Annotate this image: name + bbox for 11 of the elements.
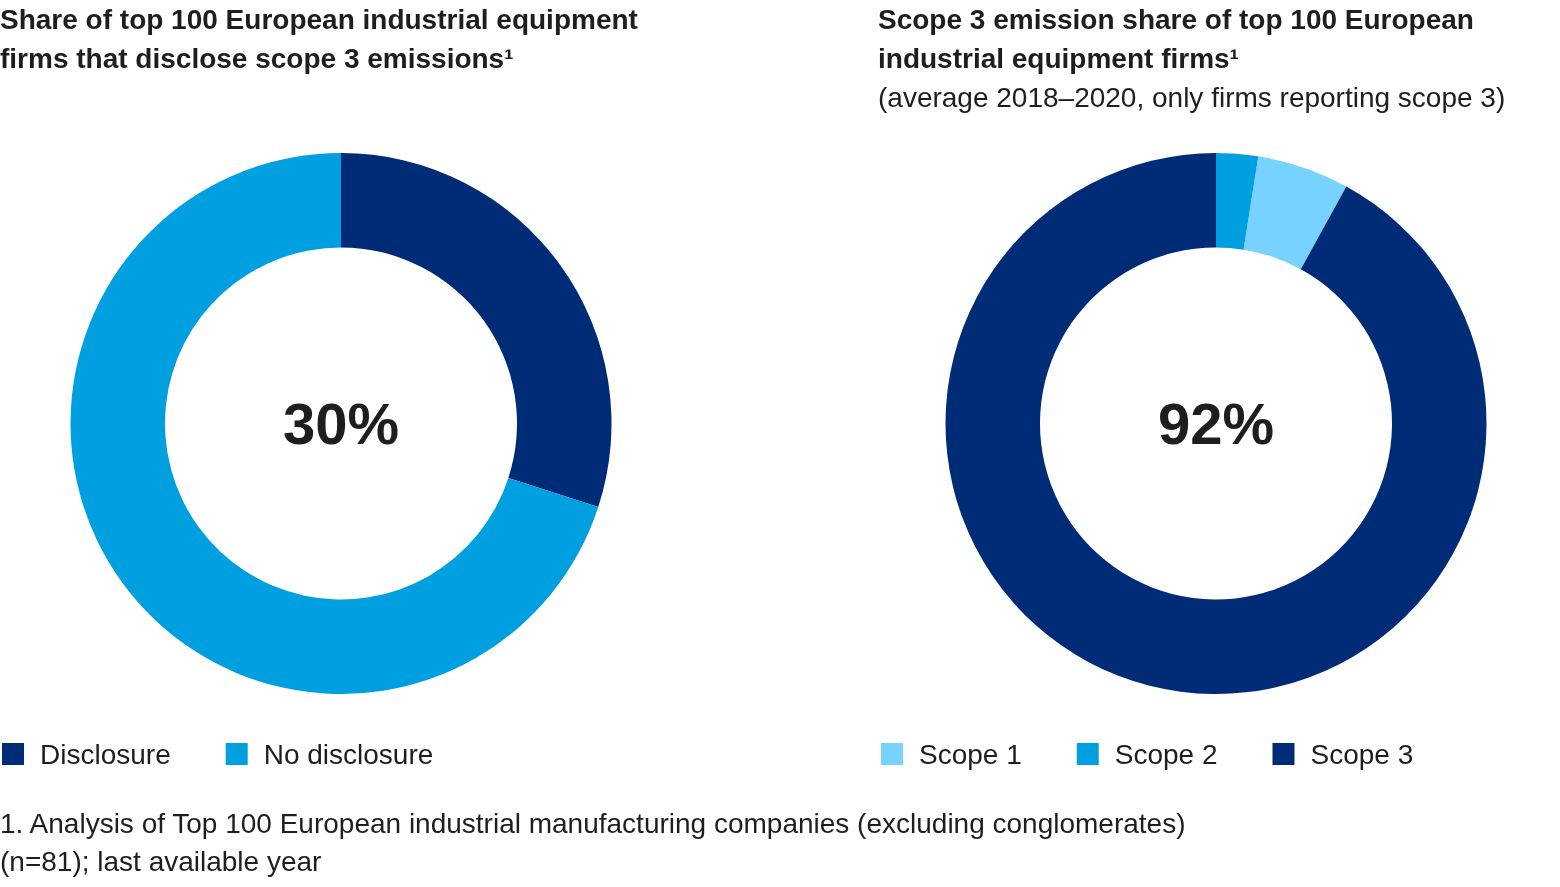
text: 1. Analysis of Top 100 European industrial manufacturing companies (excluding conglomerates) (n=81); last available year — [0, 807, 1187, 879]
data-label: 30% — [282, 391, 400, 456]
chart-title: Scope 3 emission share of top 100 European industrial equipment firms¹ — [878, 3, 1475, 76]
legend-label: Disclosure — [40, 738, 171, 770]
chart-title: Share of top 100 European industrial equipment firms that disclose scope 3 emissions¹ — [0, 3, 639, 76]
legend-label: Scope 2 — [1114, 738, 1218, 770]
chart-subtitle: (average 2018–2020, only firms reporting scope 3) — [878, 81, 1507, 115]
data-label: 92% — [1157, 391, 1275, 456]
legend-label: Scope 1 — [919, 738, 1022, 770]
legend-label: No disclosure — [263, 738, 434, 770]
legend-label: Scope 3 — [1310, 738, 1414, 770]
